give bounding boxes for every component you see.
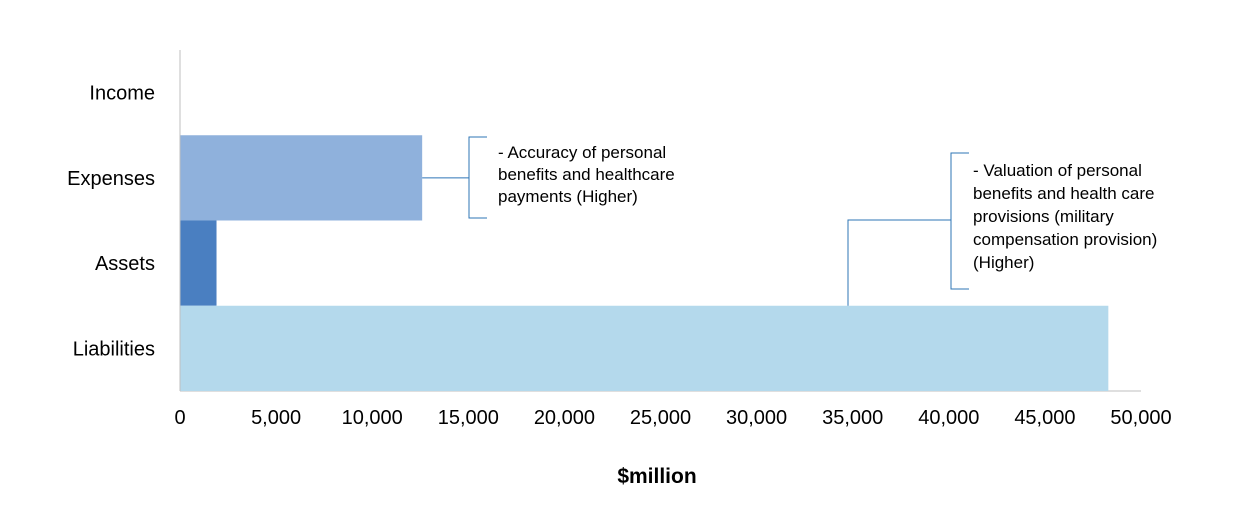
- annotation-bracket: [950, 152, 969, 290]
- annotation-expenses: - Accuracy of personal benefits and healt…: [422, 136, 675, 219]
- annotation-text-line: - Accuracy of personal: [498, 143, 666, 162]
- x-tick-label: 30,000: [726, 407, 787, 429]
- annotation-text-line: payments (Higher): [498, 187, 638, 206]
- x-tick-label: 10,000: [342, 407, 403, 429]
- x-tick-label: 15,000: [438, 407, 499, 429]
- annotations: - Accuracy of personal benefits and healt…: [422, 136, 1157, 306]
- x-tick-label: 20,000: [534, 407, 595, 429]
- annotation-text-line: provisions (military: [973, 207, 1114, 226]
- x-tick-label: 25,000: [630, 407, 691, 429]
- annotation-text-line: compensation provision): [973, 230, 1157, 249]
- annotation-text-line: (Higher): [973, 253, 1034, 272]
- annotation-text-line: benefits and health care: [973, 184, 1154, 203]
- annotation-text-line: benefits and healthcare: [498, 165, 675, 184]
- x-tick-labels: 0 5,000 10,000 15,000 20,000 25,000 30,000 35,0…: [174, 407, 1171, 429]
- category-label-assets: Assets: [95, 253, 155, 275]
- x-tick-label: 35,000: [822, 407, 883, 429]
- category-label-expenses: Expenses: [67, 168, 155, 190]
- x-tick-label: 0: [174, 407, 185, 429]
- annotation-connector: [847, 219, 951, 306]
- bars: [180, 135, 1109, 391]
- x-tick-label: 5,000: [251, 407, 301, 429]
- annotation-bracket: [468, 136, 487, 219]
- x-tick-label: 50,000: [1110, 407, 1171, 429]
- category-labels: Income Expenses Assets Liabilities: [67, 83, 155, 361]
- bar-assets: [180, 220, 217, 306]
- category-label-liabilities: Liabilities: [73, 338, 155, 360]
- x-tick-label: 40,000: [918, 407, 979, 429]
- annotation-liabilities: - Valuation of personal benefits and heal…: [847, 152, 1157, 306]
- category-label-income: Income: [89, 83, 155, 105]
- bar-liabilities: [180, 305, 1109, 391]
- annotation-text-line: - Valuation of personal: [973, 161, 1142, 180]
- bar-expenses: [180, 135, 423, 221]
- x-axis-title: $million: [617, 465, 696, 488]
- x-tick-label: 45,000: [1014, 407, 1075, 429]
